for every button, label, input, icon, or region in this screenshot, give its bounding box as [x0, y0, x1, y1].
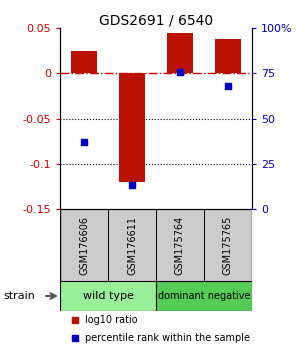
Point	[82, 139, 86, 145]
Bar	[156, 281, 252, 311]
Point	[73, 317, 78, 322]
Text: strain: strain	[3, 291, 35, 301]
Text: GSM175764: GSM175764	[175, 216, 185, 275]
Point	[226, 83, 230, 89]
Bar	[71, 51, 97, 74]
Text: dominant negative: dominant negative	[158, 291, 250, 301]
Bar	[60, 281, 156, 311]
Point	[73, 335, 78, 341]
Bar	[119, 74, 145, 182]
Text: wild type: wild type	[82, 291, 134, 301]
Text: GSM176611: GSM176611	[127, 216, 137, 275]
Text: log10 ratio: log10 ratio	[85, 315, 138, 325]
Point	[178, 69, 182, 74]
Text: GSM176606: GSM176606	[79, 216, 89, 275]
Title: GDS2691 / 6540: GDS2691 / 6540	[99, 13, 213, 27]
Point	[130, 183, 134, 188]
Bar	[215, 39, 241, 74]
Text: GSM175765: GSM175765	[223, 216, 233, 275]
Text: percentile rank within the sample: percentile rank within the sample	[85, 333, 250, 343]
Bar	[167, 33, 193, 74]
